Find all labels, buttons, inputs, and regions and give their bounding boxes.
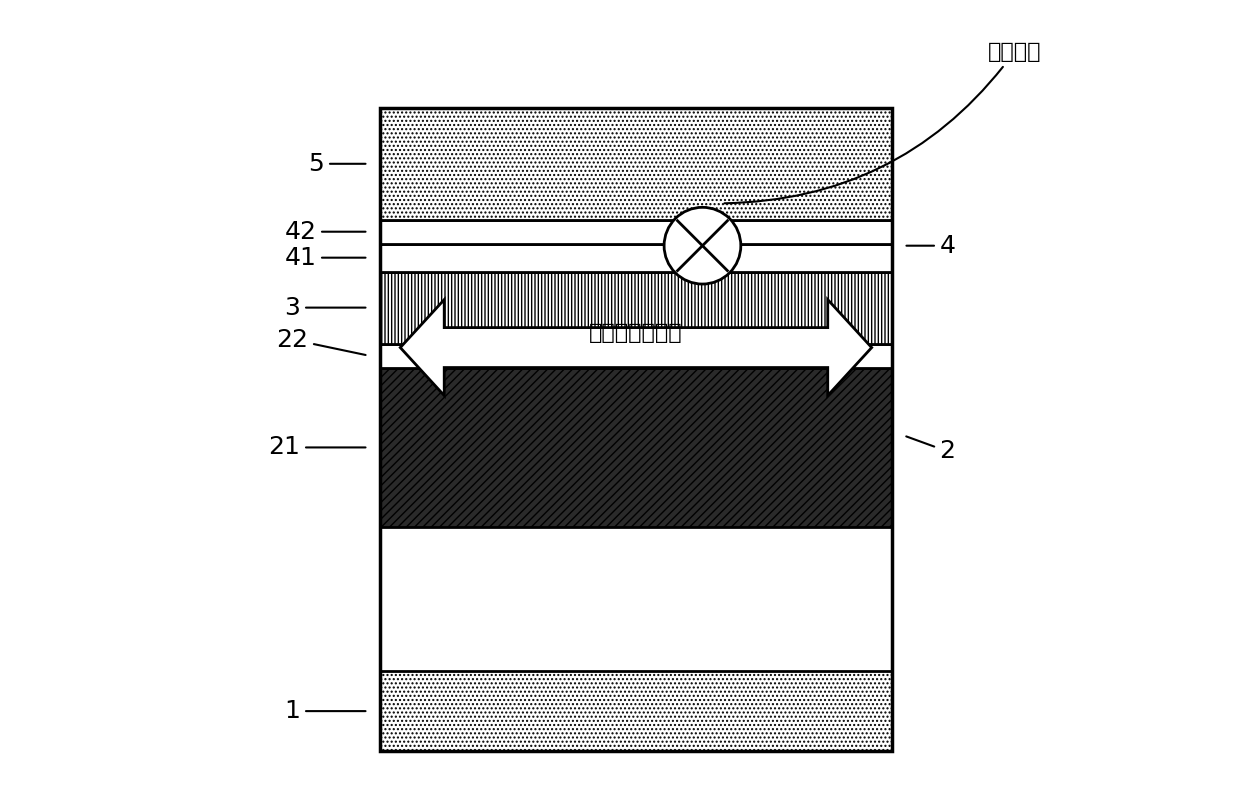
Text: 5: 5 [309, 152, 366, 176]
Circle shape [665, 207, 740, 284]
Polygon shape [401, 300, 872, 396]
Bar [381, 244, 892, 272]
Text: 2: 2 [906, 436, 956, 463]
Text: 1: 1 [284, 699, 366, 723]
Text: 铁电应力轴方向: 铁电应力轴方向 [589, 323, 683, 344]
Bar [381, 108, 892, 751]
Text: 41: 41 [284, 245, 366, 270]
Bar [381, 671, 892, 751]
Text: 42: 42 [284, 220, 366, 244]
Text: 3: 3 [284, 296, 366, 320]
Text: 22: 22 [277, 328, 366, 355]
Bar [381, 368, 892, 527]
Bar [381, 220, 892, 244]
Text: 21: 21 [269, 435, 366, 459]
Text: 磁矩方向: 磁矩方向 [724, 42, 1042, 203]
Bar [381, 344, 892, 368]
Bar [381, 108, 892, 220]
Text: 4: 4 [906, 233, 956, 258]
Bar [381, 272, 892, 344]
